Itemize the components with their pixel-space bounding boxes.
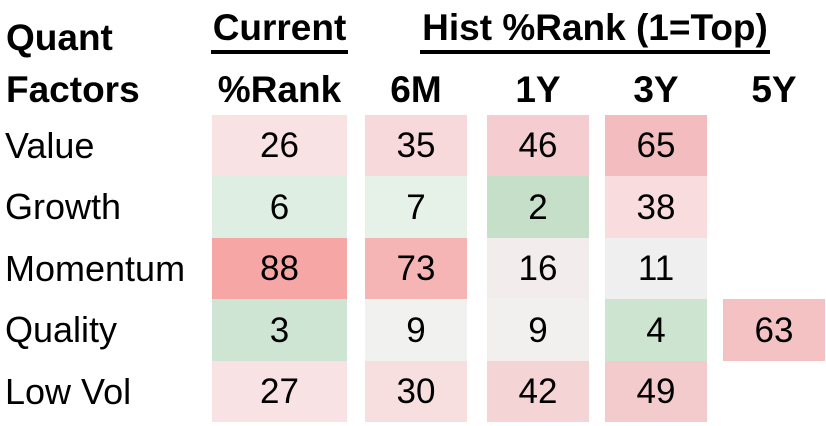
heatmap-cell-momentum-1y: 16 [487, 238, 589, 299]
column-header-1y: 1Y [515, 68, 561, 110]
heatmap-cell-lowvol-current: 27 [212, 361, 347, 422]
heatmap-cell-momentum-current: 88 [212, 238, 347, 299]
column-header-5y: 5Y [751, 68, 797, 110]
column-header-6m: 6M [390, 68, 442, 110]
row-label-momentum: Momentum [5, 247, 186, 289]
heatmap-cell-quality-5y: 63 [723, 299, 825, 361]
heatmap-cell-quality-6m: 9 [365, 299, 467, 361]
heatmap-cell-value-6m: 35 [365, 115, 467, 176]
row-label-growth: Growth [5, 186, 122, 227]
table-title-quant: Quant [6, 17, 113, 58]
heatmap-cell-lowvol-6m: 30 [365, 361, 467, 422]
table-title-line1: Quant [0, 0, 212, 57]
heatmap-cell-value-current: 26 [212, 115, 347, 176]
group-header-current: Current [210, 0, 349, 57]
heatmap-cell-quality-3y: 4 [605, 299, 707, 361]
heatmap-cell-value-3y: 65 [605, 115, 707, 176]
column-header-3y: 3Y [633, 68, 679, 110]
heatmap-cell-growth-1y: 2 [487, 176, 589, 238]
row-label-quality: Quality [5, 309, 118, 350]
heatmap-cell-momentum-6m: 73 [365, 238, 467, 299]
heatmap-cell-momentum-3y: 11 [605, 238, 707, 299]
column-header-percent-rank: %Rank [217, 68, 342, 110]
heatmap-cell-momentum-5y-empty [723, 238, 825, 299]
heatmap-cell-value-5y-empty [723, 115, 825, 176]
heatmap-cell-growth-6m: 7 [365, 176, 467, 238]
heatmap-cell-quality-current: 3 [212, 299, 347, 361]
heatmap-cell-quality-1y: 9 [487, 299, 589, 361]
heatmap-cell-value-1y: 46 [487, 115, 589, 176]
heatmap-cell-lowvol-3y: 49 [605, 361, 707, 422]
heatmap-cell-lowvol-5y-empty [723, 361, 825, 422]
heatmap-cell-growth-current: 6 [212, 176, 347, 238]
row-label-low-vol: Low Vol [5, 370, 132, 412]
row-label-value: Value [5, 124, 95, 166]
table-title-line2: Factors [0, 57, 212, 115]
heatmap-cell-growth-3y: 38 [605, 176, 707, 238]
heatmap-cell-growth-5y-empty [723, 176, 825, 238]
group-header-current-label: Current [210, 9, 349, 54]
table-title-factors: Factors [6, 68, 140, 110]
heatmap-cell-lowvol-1y: 42 [487, 361, 589, 422]
group-header-hist-rank-label: Hist %Rank (1=Top) [420, 9, 770, 54]
group-header-hist-rank: Hist %Rank (1=Top) [365, 0, 825, 57]
